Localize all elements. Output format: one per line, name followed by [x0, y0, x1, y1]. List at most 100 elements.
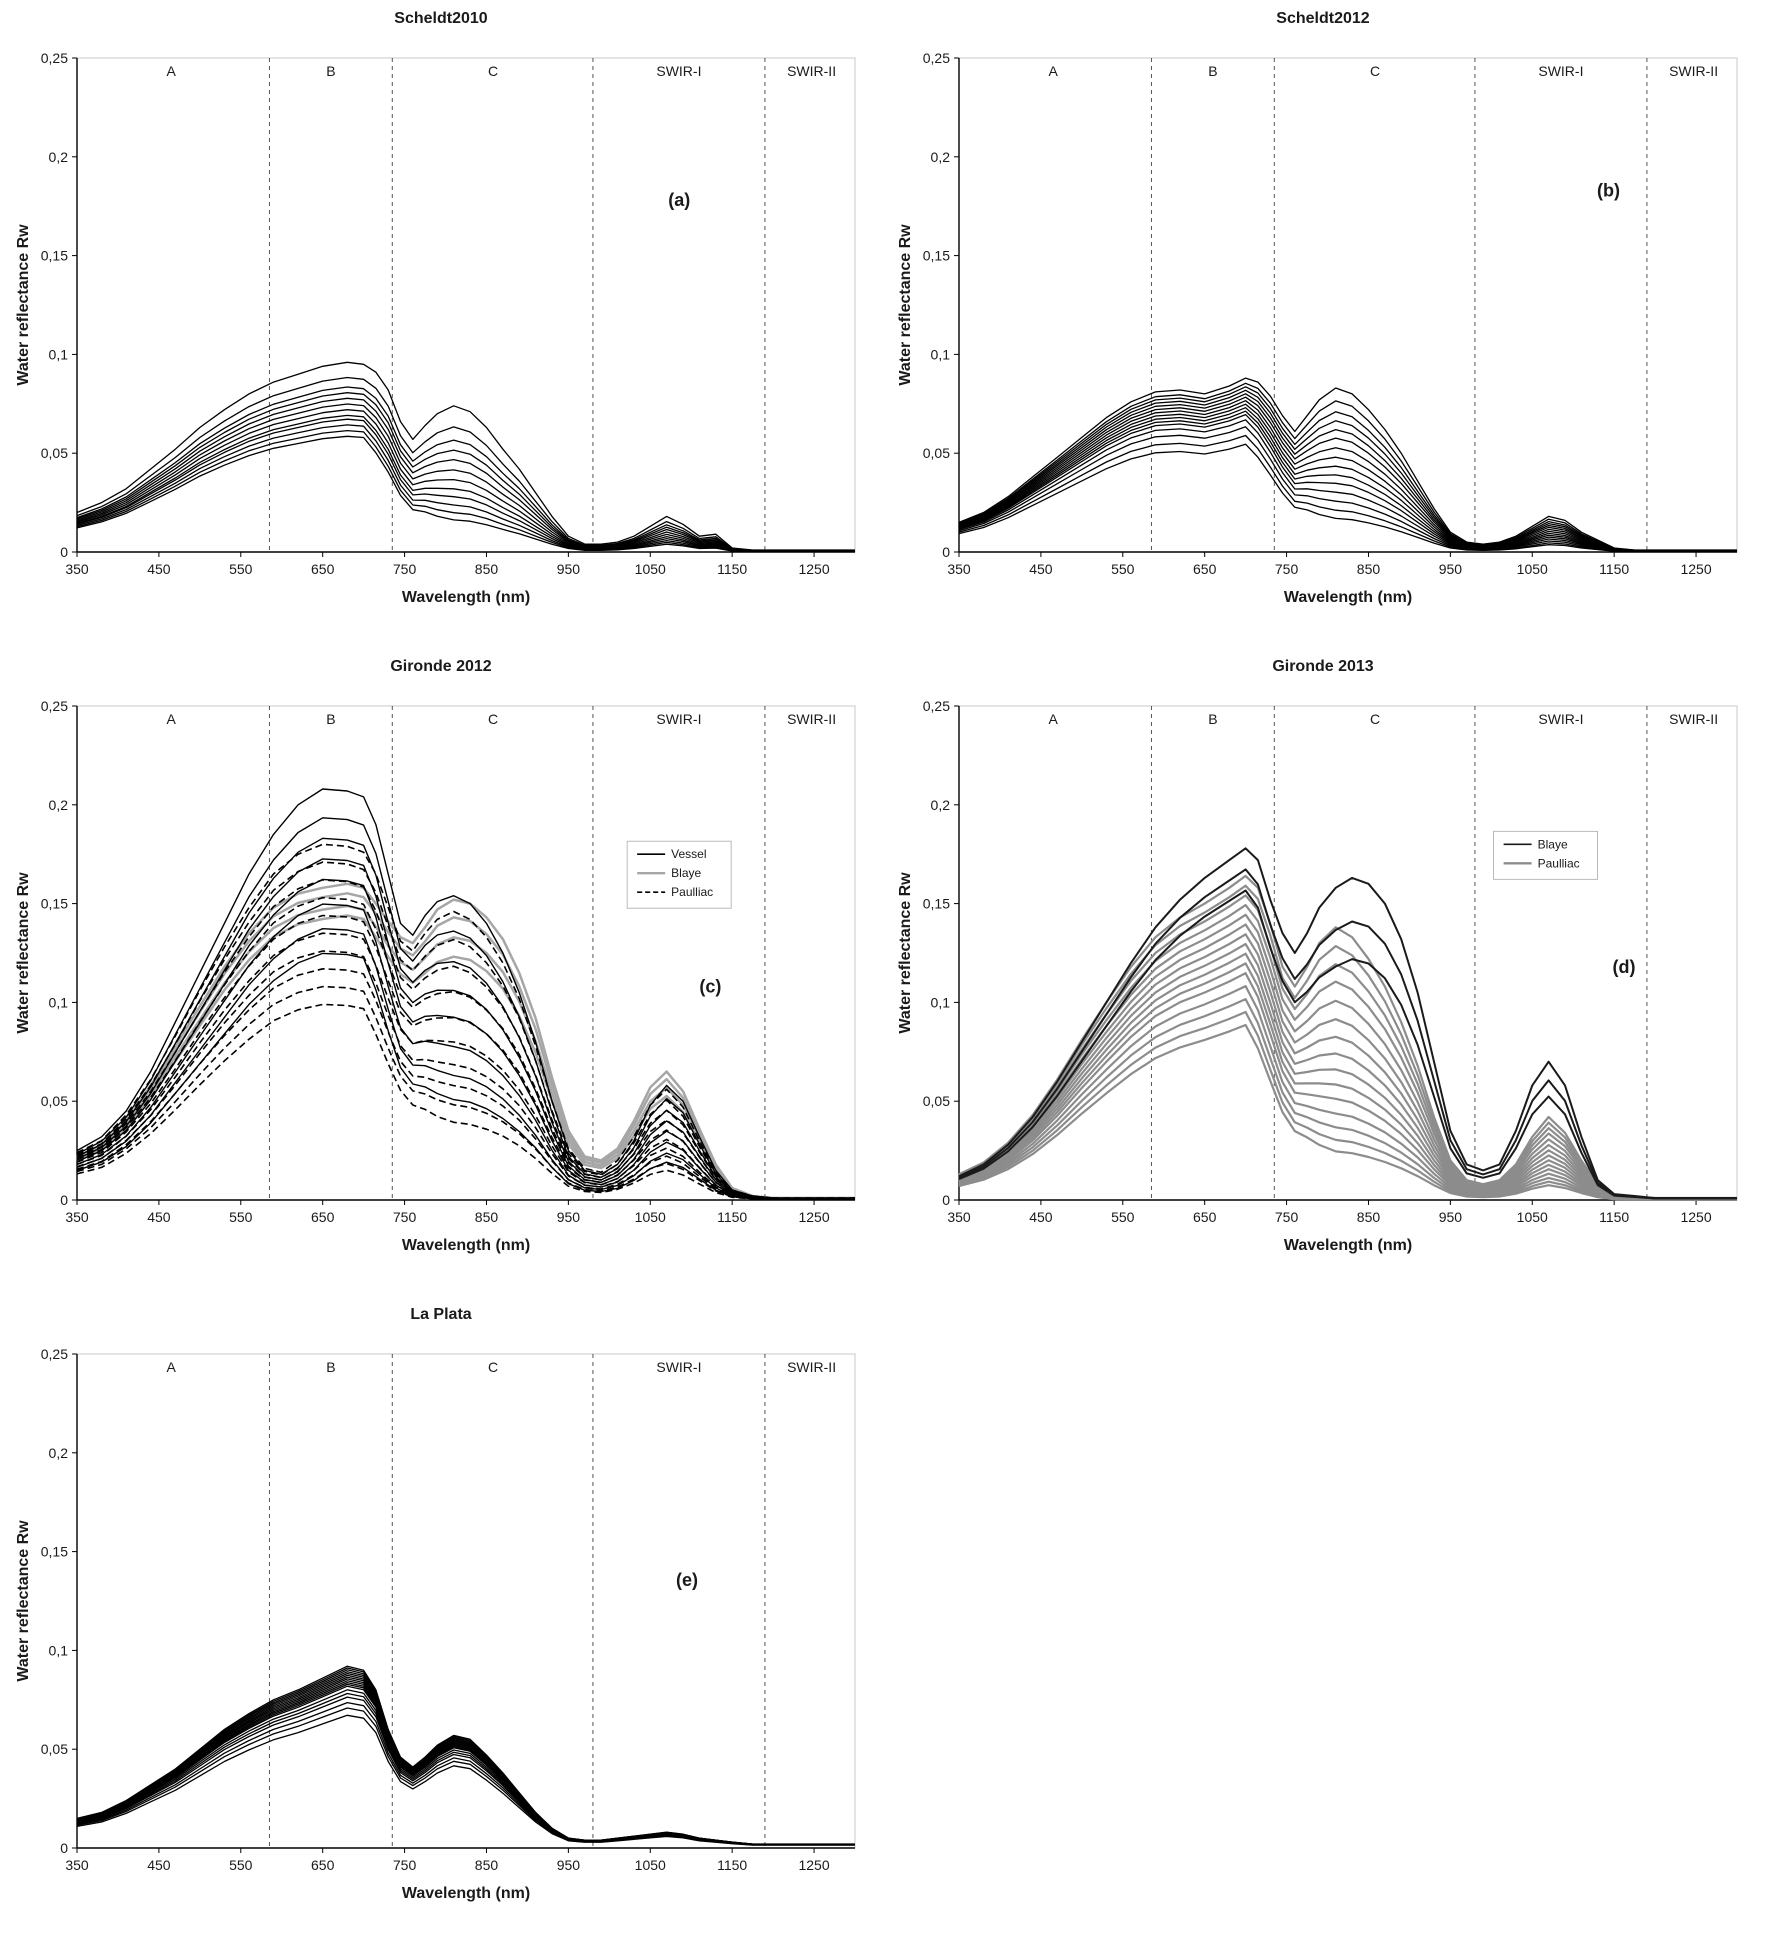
x-tick-label: 350: [947, 561, 971, 577]
spectrum-line-station-spectra: [76, 1707, 855, 1846]
x-tick-label: 750: [393, 1209, 417, 1225]
spectrum-line-vessel-spectra: [76, 788, 855, 1199]
chart-canvas-laplata: A B C SWIR-I SWIR-II 0 0,05 0,1 0,15 0,2 0,25 350 45…: [15, 1346, 856, 1902]
spectrum-line-station-spectra: [76, 409, 855, 552]
x-tick-label: 950: [1439, 1209, 1463, 1225]
spectrum-line-station-spectra: [76, 403, 855, 552]
x-axis-title: Wavelength (nm): [402, 1237, 530, 1254]
spectrum-line-station-spectra: [958, 410, 1737, 552]
y-tick-label: 0,2: [49, 797, 69, 813]
region-label: SWIR-I: [656, 63, 701, 79]
spectrum-line-station-spectra: [76, 1714, 855, 1846]
panel-label: (e): [676, 1570, 698, 1590]
spectrum-line-paulliac-spectra: [958, 972, 1737, 1201]
spectrum-line-station-spectra: [958, 393, 1737, 552]
region-label: A: [167, 1359, 177, 1375]
x-tick-label: 350: [947, 1209, 971, 1225]
x-tick-label: 1250: [1680, 1209, 1711, 1225]
spectrum-line-vessel-spectra: [76, 837, 855, 1200]
legend-entry-label: Blaye: [1538, 837, 1568, 851]
x-tick-label: 1050: [635, 561, 666, 577]
region-label: SWIR-I: [656, 711, 701, 727]
spectrum-line-paulliac-spectra: [76, 914, 855, 1200]
y-tick-label: 0,2: [931, 797, 951, 813]
spectrum-line-paulliac-spectra: [76, 879, 855, 1200]
region-label: SWIR-I: [1538, 63, 1583, 79]
spectrum-line-station-spectra: [76, 361, 855, 551]
region-label: C: [488, 1359, 498, 1375]
spectrum-line-station-spectra: [958, 407, 1737, 552]
spectrum-line-paulliac-spectra: [76, 896, 855, 1200]
spectrum-line-station-spectra: [958, 377, 1737, 551]
x-tick-label: 950: [1439, 561, 1463, 577]
x-tick-label: 950: [557, 561, 581, 577]
spectrum-line-station-spectra: [958, 386, 1737, 551]
legend-entry-label: Paulliac: [671, 885, 713, 899]
y-tick-label: 0,25: [923, 50, 950, 66]
spectrum-line-station-spectra: [76, 435, 855, 553]
x-tick-label: 550: [229, 561, 253, 577]
spectrum-line-vessel-spectra: [76, 928, 855, 1200]
y-tick-label: 0: [60, 1840, 68, 1856]
y-tick-label: 0,1: [49, 994, 69, 1010]
x-tick-label: 450: [147, 1857, 171, 1873]
region-label: A: [1049, 711, 1059, 727]
spectrum-line-station-spectra: [76, 414, 855, 552]
legend-entry-label: Blaye: [671, 866, 701, 880]
x-tick-label: 750: [1275, 561, 1299, 577]
y-tick-label: 0: [60, 544, 68, 560]
y-axis-title: Water reflectance Rw: [897, 224, 914, 386]
x-tick-label: 1250: [798, 561, 829, 577]
chart-panel-gironde2012: Gironde 2012 A B C SWIR-I SWIR-II 0 0,05 0,1 0,1…: [0, 648, 882, 1292]
spectrum-line-paulliac-spectra: [76, 932, 855, 1200]
region-label: A: [167, 711, 177, 727]
spectrum-line-blaye-spectra: [76, 892, 855, 1200]
region-label: C: [488, 63, 498, 79]
y-axis-title: Water reflectance Rw: [15, 872, 32, 1034]
panel-label: (d): [1613, 957, 1636, 977]
y-tick-label: 0,05: [41, 1741, 68, 1757]
region-label: B: [1208, 63, 1217, 79]
x-tick-label: 850: [475, 561, 499, 577]
spectrum-line-paulliac-spectra: [958, 952, 1737, 1201]
chart-panel-scheldt2010: Scheldt2010 A B C SWIR-I SWIR-II 0 0,05 0,1 0,15…: [0, 0, 882, 644]
x-tick-label: 1050: [635, 1209, 666, 1225]
legend-entry-label: Paulliac: [1538, 856, 1580, 870]
spectrum-line-station-spectra: [76, 418, 855, 552]
x-tick-label: 1050: [635, 1857, 666, 1873]
spectrum-line-paulliac-spectra: [958, 933, 1737, 1200]
y-tick-label: 0,15: [41, 896, 68, 912]
spectrum-line-paulliac-spectra: [958, 1010, 1737, 1201]
x-tick-label: 1050: [1517, 561, 1548, 577]
x-tick-label: 850: [475, 1209, 499, 1225]
chart-title-scheldt2012: Scheldt2012: [1276, 10, 1370, 27]
spectrum-line-station-spectra: [76, 1701, 855, 1846]
spectrum-line-blaye-spectra: [958, 847, 1737, 1199]
y-tick-label: 0: [942, 1192, 950, 1208]
x-tick-label: 550: [229, 1857, 253, 1873]
x-tick-label: 650: [311, 1857, 335, 1873]
spectrum-line-blaye-spectra: [76, 914, 855, 1200]
chart-panel-laplata: La Plata A B C SWIR-I SWIR-II 0 0,05 0,1 0,15 0,2…: [0, 1296, 882, 1940]
x-axis-title: Wavelength (nm): [1284, 589, 1412, 606]
spectrum-line-station-spectra: [958, 400, 1737, 552]
x-tick-label: 550: [229, 1209, 253, 1225]
spectrum-line-paulliac-spectra: [76, 968, 855, 1200]
region-label: SWIR-II: [1669, 711, 1718, 727]
spectrum-line-station-spectra: [76, 424, 855, 553]
spectrum-line-station-spectra: [958, 413, 1737, 552]
x-tick-label: 450: [1029, 561, 1053, 577]
x-tick-label: 450: [1029, 1209, 1053, 1225]
x-axis-title: Wavelength (nm): [1284, 1237, 1412, 1254]
spectrum-line-station-spectra: [958, 403, 1737, 552]
x-tick-label: 750: [1275, 1209, 1299, 1225]
y-tick-label: 0,1: [49, 346, 69, 362]
x-tick-label: 550: [1111, 561, 1135, 577]
region-label: A: [1049, 63, 1059, 79]
x-tick-label: 1150: [1599, 561, 1629, 577]
region-label: B: [326, 711, 335, 727]
chart-canvas-scheldt2010: A B C SWIR-I SWIR-II 0 0,05 0,1 0,15 0,2 0,25 350 45…: [15, 50, 856, 606]
y-tick-label: 0,05: [41, 445, 68, 461]
spectrum-line-station-spectra: [76, 1696, 855, 1846]
